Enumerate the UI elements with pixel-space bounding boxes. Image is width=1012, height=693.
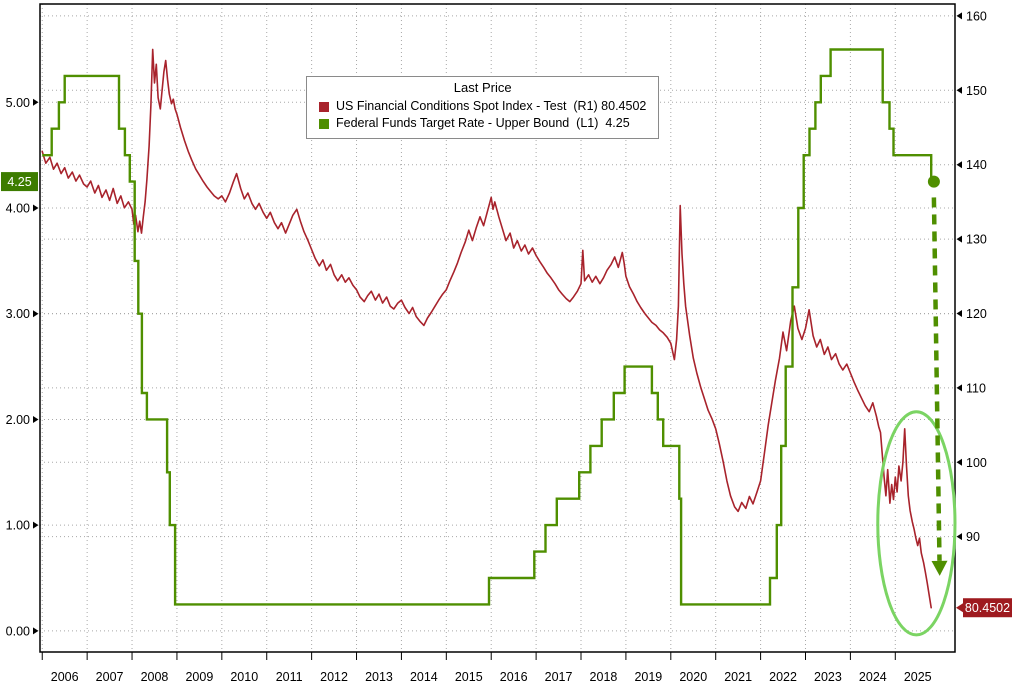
right-axis-label: 160 bbox=[966, 9, 987, 23]
right-axis-badge-text: 80.4502 bbox=[965, 601, 1010, 615]
x-axis-label: 2016 bbox=[500, 670, 528, 684]
left-axis-badge bbox=[1, 172, 38, 192]
x-axis-label: 2010 bbox=[230, 670, 258, 684]
right-axis-label: 90 bbox=[966, 530, 980, 544]
right-axis-tick-arrow bbox=[956, 86, 962, 94]
left-axis-label: 2.00 bbox=[6, 413, 30, 427]
x-axis-label: 2013 bbox=[365, 670, 393, 684]
x-axis-label: 2021 bbox=[724, 670, 752, 684]
right-axis-tick-arrow bbox=[956, 309, 962, 317]
left-axis-badge-text: 4.25 bbox=[7, 175, 31, 189]
plot-frame bbox=[39, 3, 956, 653]
right-axis-label: 100 bbox=[966, 456, 987, 470]
right-axis-tick-arrow bbox=[956, 235, 962, 243]
x-axis-label: 2023 bbox=[814, 670, 842, 684]
x-axis-label: 2018 bbox=[590, 670, 618, 684]
spot-index-line bbox=[41, 48, 933, 609]
fed-funds-label: Federal Funds Target Rate - Upper Bound … bbox=[336, 116, 630, 130]
spot-index-label: US Financial Conditions Spot Index - Tes… bbox=[336, 99, 647, 113]
right-axis-label: 150 bbox=[966, 84, 987, 98]
left-axis-label: 0.00 bbox=[6, 624, 30, 638]
legend-entry-spot-index: US Financial Conditions Spot Index - Tes… bbox=[319, 98, 646, 115]
x-axis-label: 2006 bbox=[51, 670, 79, 684]
left-axis-tick-arrow bbox=[33, 415, 39, 423]
x-axis-label: 2009 bbox=[185, 670, 213, 684]
x-axis-label: 2022 bbox=[769, 670, 797, 684]
right-axis-label: 110 bbox=[966, 381, 986, 395]
fed-funds-step-line bbox=[42, 48, 937, 606]
fed-funds-swatch bbox=[319, 118, 329, 129]
right-axis-badge-pointer bbox=[956, 603, 963, 613]
fed-funds-endpoint-dot bbox=[927, 175, 940, 188]
left-axis-tick-arrow bbox=[33, 521, 39, 529]
x-axis-label: 2014 bbox=[410, 670, 438, 684]
left-axis-label: 5.00 bbox=[6, 96, 30, 110]
x-axis-label: 2015 bbox=[455, 670, 483, 684]
legend-entry-fed-funds: Federal Funds Target Rate - Upper Bound … bbox=[319, 115, 646, 132]
right-axis-tick-arrow bbox=[956, 384, 962, 392]
x-axis-label: 2012 bbox=[320, 670, 348, 684]
x-axis-label: 2019 bbox=[634, 670, 662, 684]
x-axis-label: 2025 bbox=[904, 670, 932, 684]
left-axis-tick-arrow bbox=[33, 627, 39, 635]
left-axis-tick-arrow bbox=[33, 310, 39, 318]
right-axis-label: 140 bbox=[966, 158, 987, 172]
right-axis-tick-arrow bbox=[956, 12, 962, 20]
right-axis-tick-arrow bbox=[956, 533, 962, 541]
x-axis-label: 2007 bbox=[96, 670, 124, 684]
x-axis-label: 2008 bbox=[141, 670, 169, 684]
legend-title: Last Price bbox=[453, 80, 512, 95]
right-axis-tick-arrow bbox=[956, 458, 962, 466]
left-axis-label: 1.00 bbox=[6, 519, 30, 533]
right-axis-badge bbox=[963, 598, 1012, 618]
trend-arrow-shaft bbox=[931, 197, 942, 561]
right-axis-tick-arrow bbox=[956, 161, 962, 169]
highlight-ellipse bbox=[876, 410, 957, 637]
spot-index-swatch bbox=[319, 101, 329, 112]
left-axis-label: 3.00 bbox=[6, 307, 30, 321]
x-axis-label: 2011 bbox=[276, 670, 303, 684]
left-axis-label: 4.00 bbox=[6, 202, 30, 216]
trend-arrow-head bbox=[931, 560, 948, 576]
left-axis-tick-arrow bbox=[33, 204, 39, 212]
right-axis-label: 120 bbox=[966, 307, 987, 321]
x-axis-label: 2020 bbox=[679, 670, 707, 684]
x-axis-label: 2017 bbox=[545, 670, 573, 684]
right-axis-label: 130 bbox=[966, 233, 987, 247]
left-axis-tick-arrow bbox=[33, 98, 39, 106]
chart-legend: Last Price US Financial Conditions Spot … bbox=[306, 76, 660, 139]
x-axis-label: 2024 bbox=[859, 670, 887, 684]
